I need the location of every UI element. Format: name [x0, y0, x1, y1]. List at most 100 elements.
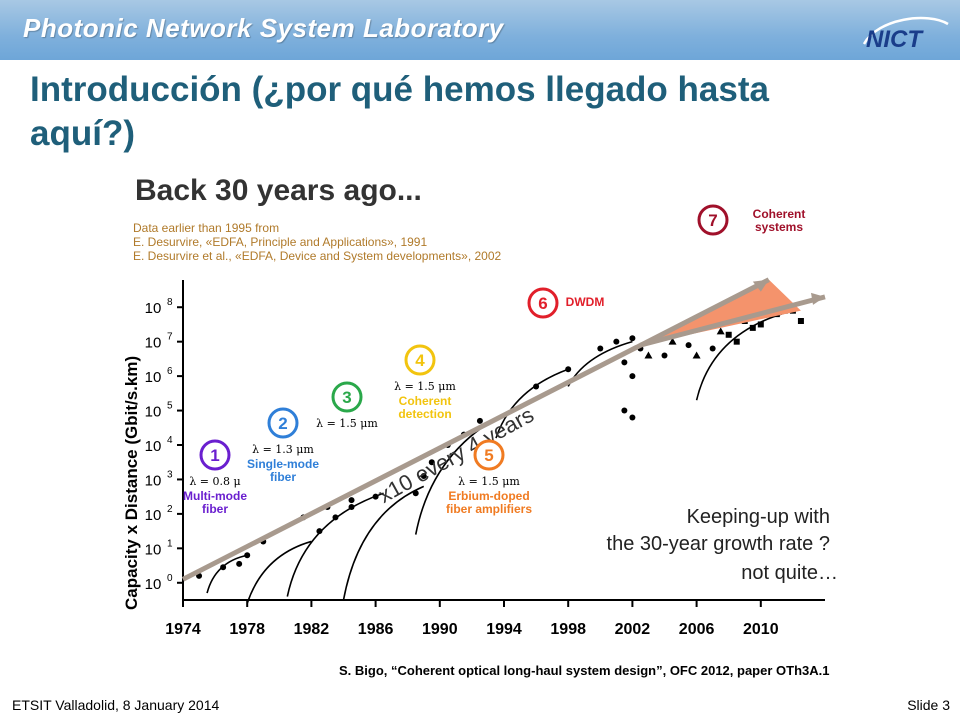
milestone-caption: detection [398, 407, 451, 421]
milestone-number: 3 [342, 388, 351, 407]
footer-slide-number: Slide 3 [907, 697, 950, 713]
milestone-caption: Single-mode [247, 457, 319, 471]
data-point [533, 383, 540, 390]
y-tick-label: 10 [145, 472, 162, 489]
figure-heading: Back 30 years ago... [135, 174, 422, 207]
generation-curve [246, 540, 312, 604]
data-point [412, 490, 419, 497]
y-tick-label: 10 [145, 369, 162, 386]
data-point [621, 359, 628, 366]
y-tick-exponent: 1 [167, 538, 173, 549]
milestone-caption: systems [755, 220, 803, 234]
data-point-square [797, 318, 804, 324]
data-point-square [725, 331, 732, 338]
milestone-badge [697, 204, 729, 236]
x-tick-label: 1974 [165, 621, 201, 638]
data-point [629, 373, 636, 380]
trend-arrow-ideal [181, 277, 770, 582]
slide-title: Introducción (¿por qué hemos llegado has… [30, 68, 910, 156]
milestone-caption: fiber [202, 502, 228, 516]
chart-axes: 1974 1978 1982 1986 1990 1994 1998 2002 2006 2010… [145, 280, 825, 638]
x-tick-label: 2006 [679, 621, 715, 638]
slide-title-line2: aquí?) [30, 114, 135, 153]
data-point-triangle [692, 351, 701, 359]
x-tick-label: 2010 [743, 621, 779, 638]
trend-arrow-actual [639, 294, 826, 348]
trend-arrow-actual-head [811, 292, 825, 305]
growth-gap-fill [640, 279, 801, 346]
x-tick-label: 1994 [486, 621, 522, 638]
data-point [220, 564, 227, 571]
x-tick-label: 1982 [294, 621, 330, 638]
keeping-up-line1: Keeping-up with [687, 506, 830, 528]
y-tick-label: 10 [145, 335, 162, 352]
source-note-line3: E. Desurvire et al., «EDFA, Device and S… [133, 249, 502, 263]
data-point [372, 493, 379, 500]
milestone-number: 1 [210, 446, 219, 465]
data-point [476, 417, 483, 424]
milestone-badge [331, 381, 363, 413]
milestone-wavelength: λ = 1.5 μm [394, 380, 456, 393]
milestone-caption: Coherent [753, 207, 806, 221]
source-note: Data earlier than 1995 from E. Desurvire… [133, 221, 502, 263]
lab-title: Photonic Network System Laboratory [23, 13, 504, 43]
y-tick-exponent: 2 [167, 504, 173, 515]
data-point [332, 514, 339, 521]
trend-arrow-ideal-head [752, 279, 769, 292]
trend-arrows [181, 277, 826, 582]
data-point [709, 345, 716, 352]
y-tick-label: 10 [145, 300, 162, 317]
milestone-caption: fiber [270, 470, 296, 484]
milestone-caption: fiber amplifiers [446, 502, 532, 516]
data-point-triangle [668, 337, 677, 345]
y-axis-label: Capacity x Distance (Gbit/s.km) [122, 356, 141, 610]
data-point [661, 352, 668, 359]
x-tick-label: 2002 [615, 621, 651, 638]
x-tick-label: 1978 [229, 621, 265, 638]
nict-logo: NICT [862, 16, 949, 53]
generation-curve [342, 485, 425, 601]
header-bar [0, 0, 960, 60]
milestone-wavelength: λ = 1.5 μm [458, 475, 520, 488]
milestone-badge [473, 439, 505, 471]
y-tick-label: 10 [145, 507, 162, 524]
data-point [244, 552, 251, 559]
y-tick-exponent: 5 [167, 401, 173, 412]
milestone-number: 4 [415, 351, 425, 370]
milestone-caption: Multi-mode [183, 489, 247, 503]
milestone-number: 6 [538, 294, 547, 313]
citation: S. Bigo, “Coherent optical long-haul sys… [339, 663, 830, 678]
footer-event: ETSIT Valladolid, 8 January 2014 [12, 697, 220, 713]
data-point [565, 366, 572, 373]
milestone-3: 3 λ = 1.5 μm [316, 381, 378, 430]
data-point [621, 407, 628, 414]
milestone-badge [267, 407, 299, 439]
y-tick-label: 10 [145, 404, 162, 421]
data-point [597, 345, 604, 352]
generation-curve [206, 554, 248, 594]
data-point-square [749, 324, 756, 331]
data-point [316, 528, 323, 535]
milestone-number: 7 [708, 211, 717, 230]
generation-curve [495, 368, 569, 439]
milestone-6: 6 DWDM [527, 287, 604, 319]
x-tick-label: 1990 [422, 621, 458, 638]
milestone-wavelength: λ = 1.5 μm [316, 417, 378, 430]
milestone-badge [199, 439, 231, 471]
y-tick-exponent: 7 [167, 332, 173, 343]
data-point [629, 414, 636, 421]
milestone-caption: Coherent [399, 394, 452, 408]
milestone-badge [527, 287, 559, 319]
y-tick-exponent: 3 [167, 469, 173, 480]
y-tick-label: 10 [145, 576, 162, 593]
y-tick-exponent: 0 [167, 573, 173, 584]
milestone-wavelength: λ = 0.8 μ [189, 475, 240, 488]
data-point-square [757, 321, 764, 328]
milestone-caption: Erbium-doped [448, 489, 529, 503]
y-tick-exponent: 6 [167, 366, 173, 377]
